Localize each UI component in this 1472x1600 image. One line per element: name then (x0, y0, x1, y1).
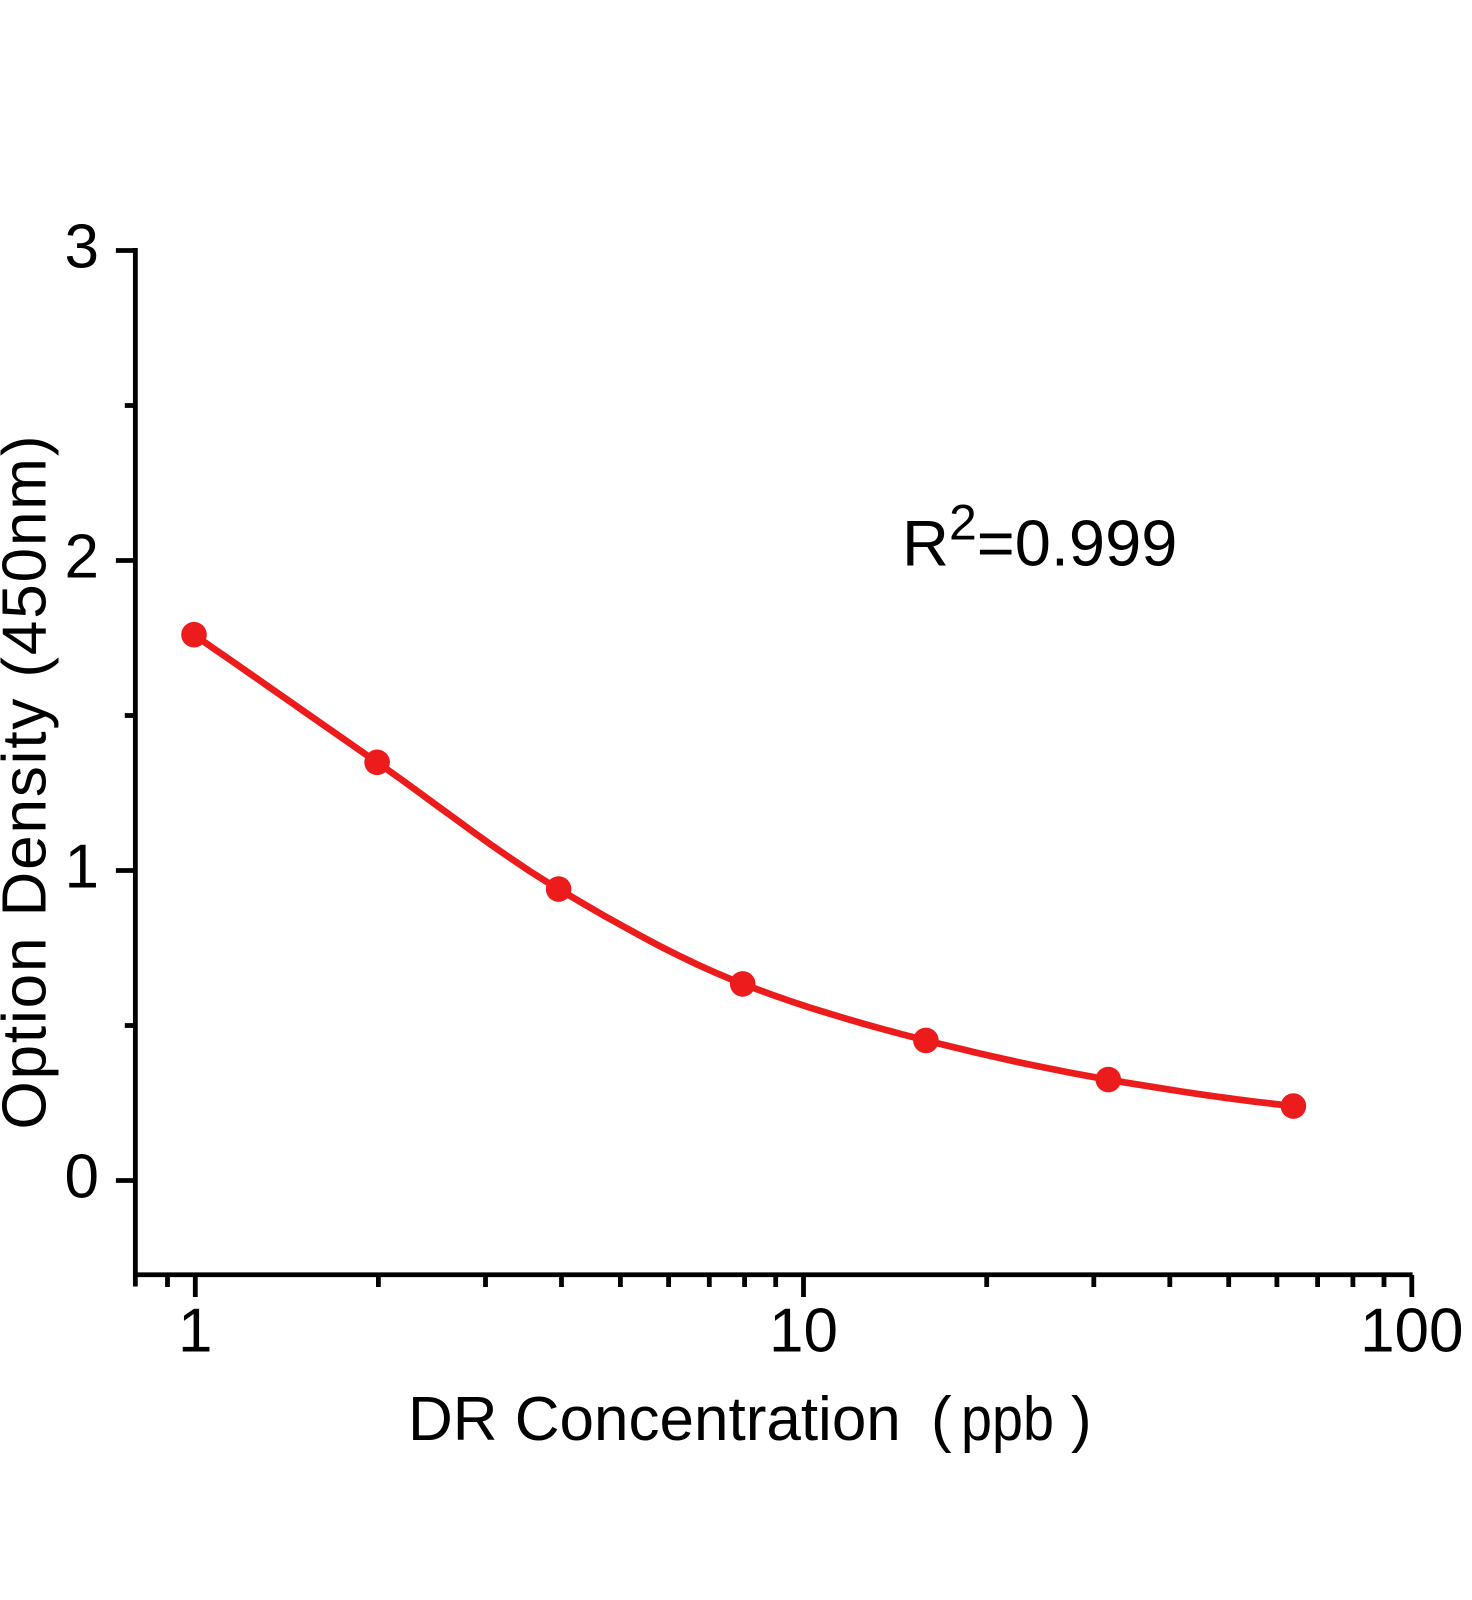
svg-text:): ) (1071, 1385, 1092, 1454)
svg-text:100: 100 (1360, 1297, 1463, 1366)
svg-text:DR Concentration: DR Concentration (408, 1385, 901, 1454)
svg-text:1: 1 (65, 833, 99, 902)
svg-text:1: 1 (178, 1297, 212, 1366)
svg-text:ppb: ppb (961, 1385, 1054, 1454)
svg-text:Option Density (450nm): Option Density (450nm) (0, 436, 60, 1130)
svg-text:2: 2 (65, 523, 99, 592)
svg-text:10: 10 (769, 1297, 838, 1366)
svg-text:R2=0.999: R2=0.999 (902, 495, 1177, 580)
svg-text:0: 0 (65, 1143, 99, 1212)
svg-text:3: 3 (65, 213, 99, 282)
svg-text:(: ( (931, 1385, 952, 1454)
